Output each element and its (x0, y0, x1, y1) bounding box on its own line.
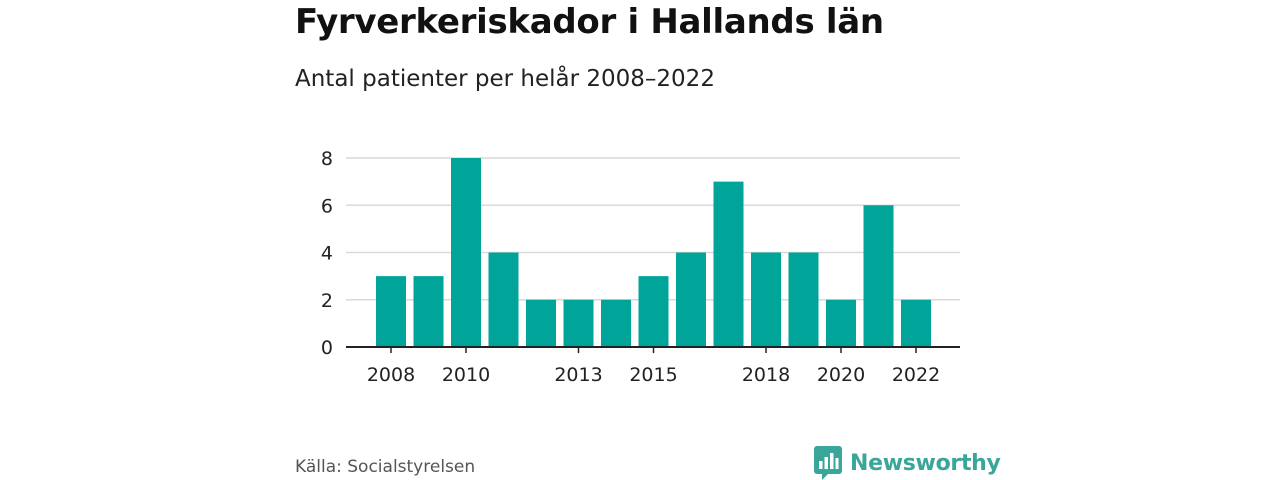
x-tick-label: 2013 (554, 364, 602, 386)
bar-2009 (413, 276, 444, 347)
y-axis-ticks: 0 2 4 6 8 (321, 148, 333, 359)
bar-2020 (826, 299, 856, 347)
bar-2008 (376, 276, 406, 347)
y-tick-label: 2 (321, 290, 333, 312)
bar-2018 (751, 252, 781, 347)
bar-chart: 0 2 4 6 8 2008 2010 2013 2015 2018 2020 2022 (321, 148, 960, 386)
x-tick-label: 2008 (367, 364, 415, 386)
bar-2017 (713, 181, 744, 347)
bar-2010 (451, 158, 481, 347)
bar-2019 (788, 252, 819, 347)
y-tick-label: 8 (321, 148, 333, 170)
bar-2015 (638, 276, 669, 347)
bar-2022 (901, 299, 931, 347)
chart-subtitle: Antal patienter per helår 2008–2022 (295, 66, 715, 92)
brand-name: Newsworthy (850, 450, 1001, 476)
bar-2016 (676, 252, 706, 347)
bar-2014 (601, 299, 631, 347)
chart-title: Fyrverkeriskador i Hallands län (295, 2, 884, 42)
x-tick-label: 2022 (892, 364, 940, 386)
y-tick-label: 4 (321, 243, 333, 265)
x-tick-label: 2015 (629, 364, 677, 386)
x-tick-label: 2018 (742, 364, 790, 386)
y-tick-label: 6 (321, 195, 333, 217)
x-tick-label: 2010 (442, 364, 490, 386)
x-axis-ticks: 2008 2010 2013 2015 2018 2020 2022 (367, 347, 940, 386)
bar-2011 (488, 252, 519, 347)
source-note: Källa: Socialstyrelsen (295, 457, 476, 477)
bars (376, 158, 931, 347)
bar-2012 (526, 299, 556, 347)
bar-2021 (863, 205, 894, 347)
y-tick-label: 0 (321, 337, 333, 359)
x-tick-label: 2020 (817, 364, 865, 386)
brand-logo: Newsworthy (814, 446, 1001, 480)
bar-chart-speech-bubble-icon (814, 446, 842, 480)
bar-2013 (563, 299, 594, 347)
